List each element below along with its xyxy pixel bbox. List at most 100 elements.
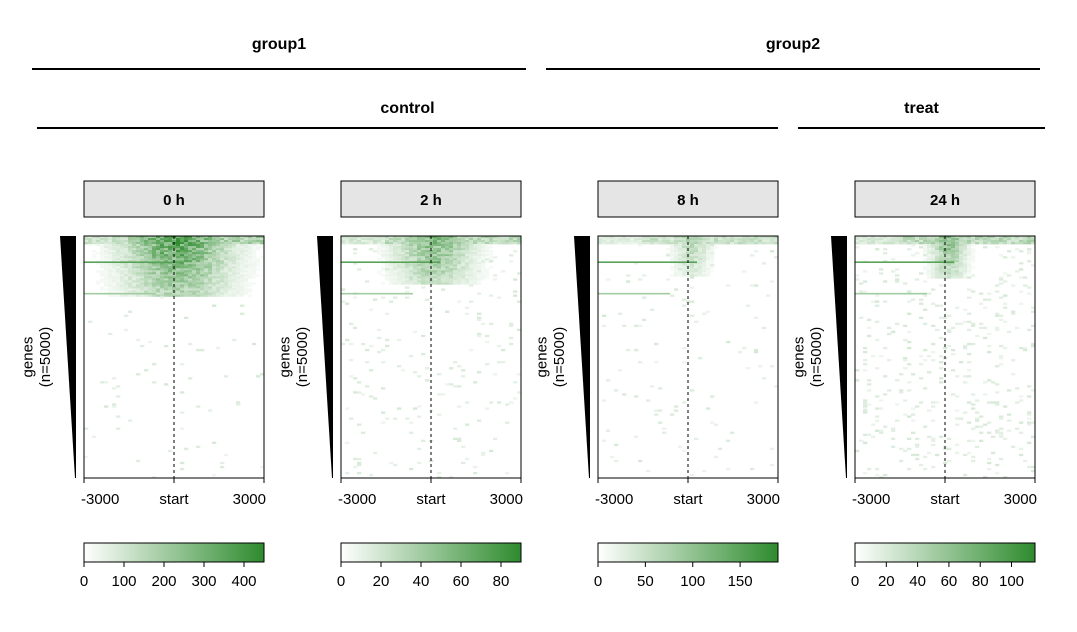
- heatmap-cell: [726, 242, 731, 245]
- heatmap-cell: [923, 280, 928, 283]
- heatmap-cell: [128, 272, 133, 275]
- heatmap-cell: [445, 260, 450, 263]
- heatmap-cell: [156, 266, 161, 269]
- heatmap-cell: [168, 286, 173, 289]
- heatmap-cell: [204, 278, 209, 281]
- heatmap-cell: [421, 254, 426, 257]
- heatmap-cell: [895, 242, 900, 245]
- heatmap-cell: [116, 280, 121, 283]
- heatmap-cell: [971, 266, 976, 269]
- heatmap-cell: [192, 246, 197, 249]
- heatmap-cell: [240, 304, 245, 307]
- heatmap-cell: [730, 236, 735, 239]
- heatmap-cell: [236, 403, 241, 406]
- heatmap-cell: [100, 264, 105, 267]
- heatmap-cell: [212, 286, 217, 289]
- heatmap-cell: [473, 252, 478, 255]
- heatmap-cell: [132, 270, 137, 273]
- heatmap-cell: [164, 270, 169, 273]
- heatmap-cell: [124, 294, 129, 297]
- heatmap-cell: [939, 254, 944, 257]
- heatmap-cell: [168, 260, 173, 263]
- heatmap-cell: [963, 346, 968, 350]
- heatmap-cell: [935, 401, 940, 404]
- heatmap-cell: [393, 242, 398, 245]
- heatmap-cell: [947, 240, 952, 243]
- heatmap-cell: [409, 240, 414, 243]
- heatmap-cell: [140, 240, 145, 243]
- heatmap-cell: [927, 276, 932, 279]
- heatmap-cell: [473, 268, 478, 271]
- heatmap-cell: [505, 403, 510, 406]
- heatmap-cell: [702, 238, 707, 241]
- heatmap-cell: [618, 238, 623, 241]
- heatmap-cell: [244, 248, 249, 251]
- heatmap-cell: [983, 238, 988, 241]
- heatmap-cell: [200, 348, 205, 352]
- heatmap-cell: [449, 236, 454, 239]
- heatmap-cell: [658, 236, 663, 239]
- heatmap-cell: [148, 280, 153, 283]
- heatmap-cell: [931, 242, 936, 245]
- heatmap-cell: [867, 238, 872, 241]
- heatmap-cell: [883, 236, 888, 239]
- heatmap-cell: [453, 280, 458, 283]
- heatmap-cell: [875, 395, 880, 398]
- heatmap-cell: [413, 244, 418, 247]
- heatmap-cell: [477, 280, 482, 283]
- heatmap-cell: [710, 262, 715, 265]
- heatmap-cell: [393, 250, 398, 253]
- heatmap-cell: [951, 348, 956, 352]
- heatmap-cell: [477, 282, 482, 285]
- heatmap-cell: [509, 236, 514, 239]
- heatmap-cell: [244, 276, 249, 279]
- heatmap-cell: [417, 248, 422, 251]
- heatmap-cell: [176, 268, 181, 271]
- heatmap-cell: [441, 282, 446, 285]
- heatmap-cell: [698, 244, 703, 247]
- heatmap-cell: [963, 320, 968, 324]
- heatmap-cell: [907, 248, 912, 251]
- heatmap-cell: [999, 276, 1004, 279]
- heatmap-cell: [421, 256, 426, 259]
- heatmap-cell: [373, 397, 378, 400]
- heatmap-cell: [730, 238, 735, 241]
- heatmap-cell: [437, 373, 442, 376]
- heatmap-cell: [152, 280, 157, 283]
- heatmap-cell: [690, 264, 695, 267]
- heatmap-cell: [84, 455, 89, 459]
- heatmap-cell: [923, 238, 928, 241]
- heatmap-cell: [228, 268, 233, 271]
- heatmap-cell: [614, 389, 619, 392]
- heatmap-cell: [895, 274, 900, 277]
- heatmap-cell: [188, 250, 193, 253]
- heatmap-cell: [967, 312, 972, 315]
- heatmap-cell: [618, 236, 623, 239]
- heatmap-cell: [1031, 240, 1036, 243]
- heatmap-cell: [136, 294, 141, 297]
- heatmap-cell: [919, 240, 924, 243]
- heatmap-cell: [140, 290, 145, 293]
- heatmap-cell: [112, 272, 117, 275]
- heatmap-cell: [132, 250, 137, 253]
- heatmap-cell: [441, 258, 446, 261]
- heatmap-cell: [184, 256, 189, 259]
- heatmap-cell: [140, 272, 145, 275]
- heatmap-cell: [212, 246, 217, 249]
- heatmap-cell: [959, 272, 964, 275]
- heatmap-cell: [449, 246, 454, 249]
- heatmap-cell: [124, 278, 129, 281]
- heatmap-cell: [252, 282, 257, 285]
- heatmap-cell: [128, 246, 133, 249]
- heatmap-cell: [260, 373, 265, 376]
- heatmap-cell: [465, 262, 470, 265]
- heatmap-cell: [413, 280, 418, 283]
- heatmap-cell: [903, 449, 908, 453]
- heatmap-cell: [176, 260, 181, 263]
- heatmap-cell: [216, 242, 221, 245]
- heatmap-cell: [935, 240, 940, 243]
- heatmap-cell: [393, 260, 398, 263]
- heatmap-cell: [224, 288, 229, 291]
- heatmap-cell: [393, 240, 398, 243]
- heatmap-cell: [1019, 240, 1024, 243]
